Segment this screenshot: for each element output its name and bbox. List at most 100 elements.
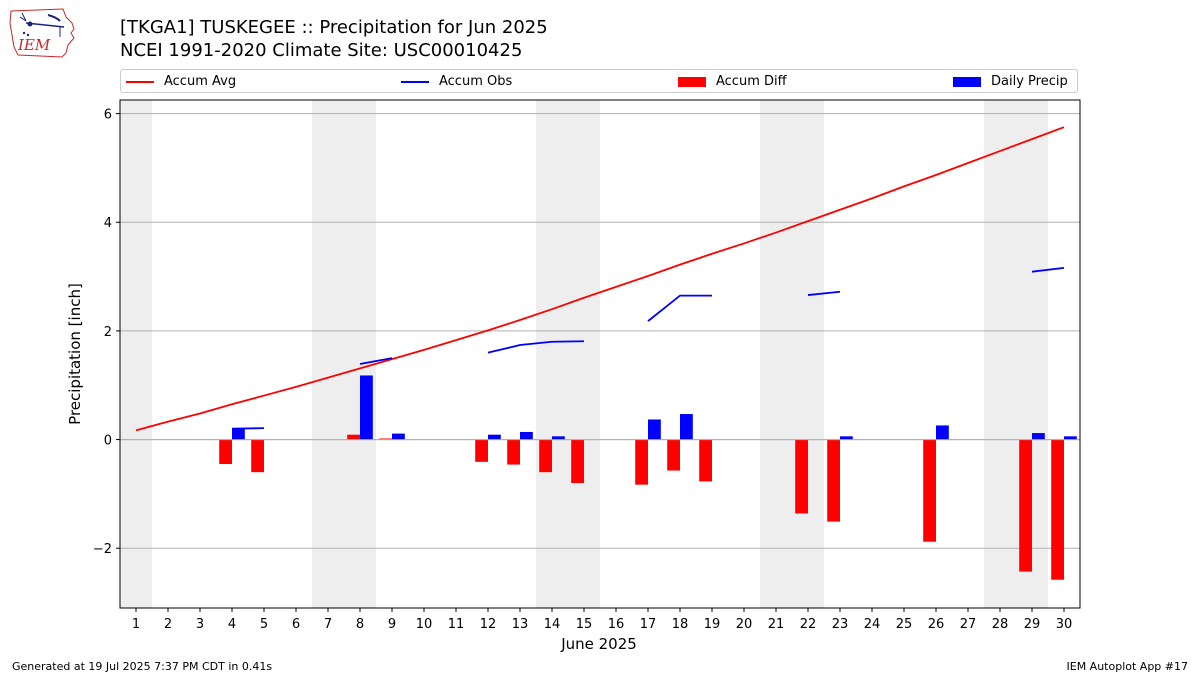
- weekend-shading: [120, 100, 1048, 608]
- x-axis-ticks: 1 2 3 4 5 6 7 8 9 10 11 12 13 14 15 16 17 18 19 20 21 22 23 24 2…: [132, 608, 1072, 632]
- accum-obs-line: [807, 290, 841, 296]
- daily-precip-bar: [680, 414, 693, 440]
- x-tick-label: 14: [544, 617, 561, 632]
- x-tick-label: 6: [292, 617, 300, 632]
- legend-swatch-accum-diff: [678, 76, 706, 87]
- accum-diff-bar: [1019, 439, 1032, 572]
- accum-diff-bar: [795, 439, 808, 514]
- weekend-band-1: [312, 100, 376, 608]
- x-tick-label: 2: [164, 617, 172, 632]
- legend-swatch-accum-avg: [126, 80, 154, 83]
- x-tick-label: 21: [768, 617, 785, 632]
- line-series: [135, 126, 1065, 432]
- accum-diff-bar: [635, 439, 648, 485]
- x-tick-label: 12: [480, 617, 497, 632]
- x-tick-label: 25: [896, 617, 913, 632]
- legend-label-accum-obs: Accum Obs: [439, 74, 513, 89]
- x-tick-label: 11: [448, 617, 465, 632]
- x-tick-label: 16: [608, 617, 625, 632]
- accum-diff-bar: [507, 439, 520, 465]
- x-tick-label: 19: [704, 617, 721, 632]
- legend-item-accum-diff: Accum Diff: [678, 73, 787, 91]
- x-tick-label: 27: [960, 617, 977, 632]
- x-tick-label: 5: [260, 617, 268, 632]
- accum-diff-bar: [251, 439, 264, 473]
- y-tick-label: 2: [104, 325, 112, 340]
- y-tick-label: 0: [104, 434, 112, 449]
- legend-item-accum-obs: Accum Obs: [401, 73, 512, 91]
- daily-precip-bar: [520, 431, 533, 440]
- autoplot-app-label: IEM Autoplot App #17: [1066, 660, 1189, 673]
- x-tick-label: 10: [416, 617, 433, 632]
- daily-precip-bar: [1032, 433, 1045, 440]
- daily-precip-bar: [840, 436, 853, 440]
- accum-diff-bar: [827, 439, 840, 522]
- daily-precip-bar: [936, 425, 949, 440]
- logo-text: IEM: [17, 36, 51, 54]
- bar-series: [120, 375, 1080, 580]
- accum-obs-line: [647, 294, 712, 322]
- daily-precip-bar: [360, 375, 373, 440]
- accum-diff-bar: [539, 439, 552, 473]
- generated-timestamp: Generated at 19 Jul 2025 7:37 PM CDT in …: [12, 660, 273, 673]
- x-tick-label: 28: [992, 617, 1009, 632]
- x-tick-label: 18: [672, 617, 689, 632]
- y-tick-label: −2: [93, 542, 112, 557]
- weekend-band-0: [120, 100, 152, 608]
- x-tick-label: 20: [736, 617, 753, 632]
- x-tick-label: 3: [196, 617, 204, 632]
- x-tick-label: 29: [1024, 617, 1041, 632]
- x-tick-label: 26: [928, 617, 945, 632]
- accum-diff-bar: [347, 434, 360, 440]
- x-tick-label: 7: [324, 617, 332, 632]
- legend-swatch-daily-precip: [953, 76, 981, 87]
- accum-diff-bar: [475, 439, 488, 462]
- x-tick-label: 9: [388, 617, 396, 632]
- y-axis-label: Precipitation [inch]: [66, 283, 84, 425]
- x-tick-label: 17: [640, 617, 657, 632]
- x-tick-label: 30: [1056, 617, 1073, 632]
- plot-frame: [119, 99, 1081, 609]
- legend-label-accum-diff: Accum Diff: [716, 74, 787, 89]
- daily-precip-bar: [392, 433, 405, 440]
- accum-diff-bar: [667, 439, 680, 471]
- y-tick-label: 4: [104, 216, 112, 231]
- accum-diff-bar: [219, 439, 232, 465]
- x-tick-label: 15: [576, 617, 593, 632]
- daily-precip-bar: [1064, 436, 1077, 440]
- accum-obs-line: [231, 427, 265, 430]
- legend-label-daily-precip: Daily Precip: [991, 74, 1068, 89]
- x-tick-label: 23: [832, 617, 849, 632]
- accum-obs-line: [1031, 266, 1065, 273]
- weekend-band-3: [760, 100, 824, 608]
- chart-subtitle: NCEI 1991-2020 Climate Site: USC00010425: [120, 40, 523, 61]
- accum-diff-bar: [571, 439, 584, 484]
- daily-precip-bar: [488, 434, 501, 440]
- daily-precip-bar: [552, 436, 565, 440]
- accum-diff-bar: [379, 438, 392, 440]
- x-tick-label: 24: [864, 617, 881, 632]
- legend-item-daily-precip: Daily Precip: [953, 73, 1068, 91]
- x-axis-label: June 2025: [560, 635, 637, 653]
- weekend-band-4: [984, 100, 1048, 608]
- legend-swatch-accum-obs: [401, 80, 429, 83]
- y-axis-ticks: −2 0 2 4 6: [93, 108, 120, 557]
- x-tick-label: 1: [132, 617, 140, 632]
- legend-item-accum-avg: Accum Avg: [126, 73, 236, 91]
- x-tick-label: 22: [800, 617, 817, 632]
- iem-logo-icon: IEM: [9, 8, 75, 58]
- accum-diff-bar: [1051, 439, 1064, 580]
- accum-avg-line: [135, 126, 1065, 432]
- accum-diff-bar: [923, 439, 936, 542]
- daily-precip-bar: [232, 428, 245, 440]
- chart-legend: Accum Avg Accum Obs Accum Diff Daily Pre…: [120, 69, 1078, 93]
- accum-obs-line: [359, 357, 393, 365]
- weekend-band-2: [536, 100, 600, 608]
- chart-title: [TKGA1] TUSKEGEE :: Precipitation for Ju…: [120, 17, 548, 38]
- y-tick-label: 6: [104, 108, 112, 123]
- x-tick-label: 4: [228, 617, 236, 632]
- legend-label-accum-avg: Accum Avg: [164, 74, 237, 89]
- accum-diff-bar: [699, 439, 712, 482]
- x-tick-label: 13: [512, 617, 529, 632]
